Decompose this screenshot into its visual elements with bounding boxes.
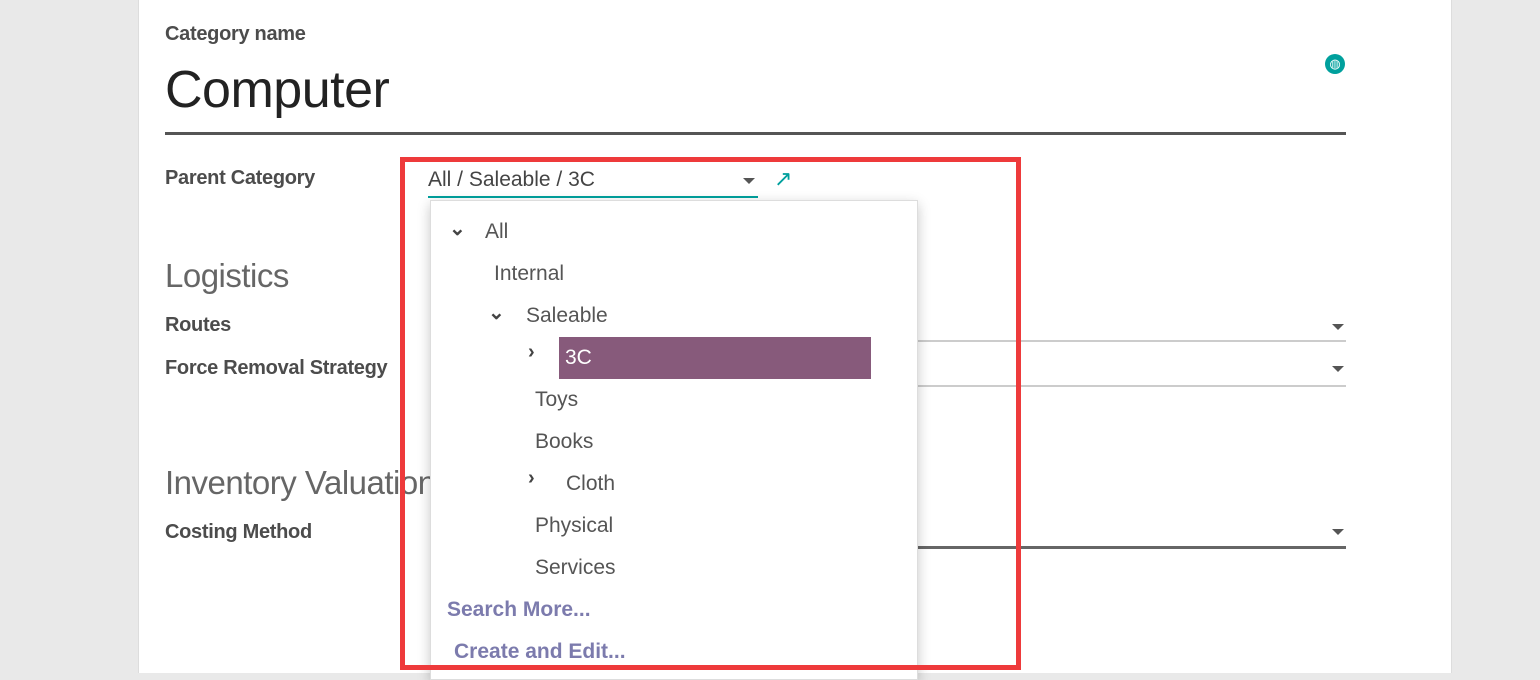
valuation-heading: Inventory Valuation [165,464,435,501]
routes-input[interactable] [918,340,1346,342]
dropdown-item-toys[interactable]: Toys [535,388,579,411]
dropdown-item-3c[interactable]: 3C [559,337,871,379]
chevron-right-icon[interactable]: › [528,341,535,363]
chevron-right-icon[interactable]: › [528,467,535,489]
caret-down-icon[interactable] [1332,366,1344,372]
dropdown-item-services[interactable]: Services [535,556,616,579]
parent-category-value: All / Saleable / 3C [428,168,595,191]
category-name-input[interactable]: Computer [165,61,390,119]
costing-method-input[interactable] [918,546,1346,549]
name-underline [165,132,1346,135]
caret-down-icon[interactable] [743,178,755,184]
removal-strategy-input[interactable] [918,385,1346,387]
dropdown-item-all[interactable]: All [485,220,509,243]
search-more-link[interactable]: Search More... [447,598,591,621]
dropdown-item-internal[interactable]: Internal [494,262,565,285]
dropdown-item-physical[interactable]: Physical [535,514,614,537]
dropdown-item-books[interactable]: Books [535,430,594,453]
dropdown-item-cloth[interactable]: Cloth [566,472,616,495]
parent-category-input[interactable]: All / Saleable / 3C [428,168,758,198]
globe-icon[interactable]: ◍ [1325,54,1345,74]
costing-method-label: Costing Method [165,521,312,543]
chevron-down-icon[interactable]: ⌄ [488,302,505,324]
category-name-label: Category name [165,23,306,45]
dropdown-item-saleable[interactable]: Saleable [526,304,608,327]
external-link-icon[interactable]: ↗ [774,166,793,191]
removal-strategy-label: Force Removal Strategy [165,357,388,379]
routes-label: Routes [165,314,231,336]
parent-category-label: Parent Category [165,167,315,189]
parent-category-dropdown: ⌄ All Internal ⌄ Saleable › 3C Toys Book… [430,200,918,680]
chevron-down-icon[interactable]: ⌄ [449,218,466,240]
caret-down-icon[interactable] [1332,529,1344,535]
create-and-edit-link[interactable]: Create and Edit... [454,640,626,663]
logistics-heading: Logistics [165,257,289,294]
caret-down-icon[interactable] [1332,324,1344,330]
